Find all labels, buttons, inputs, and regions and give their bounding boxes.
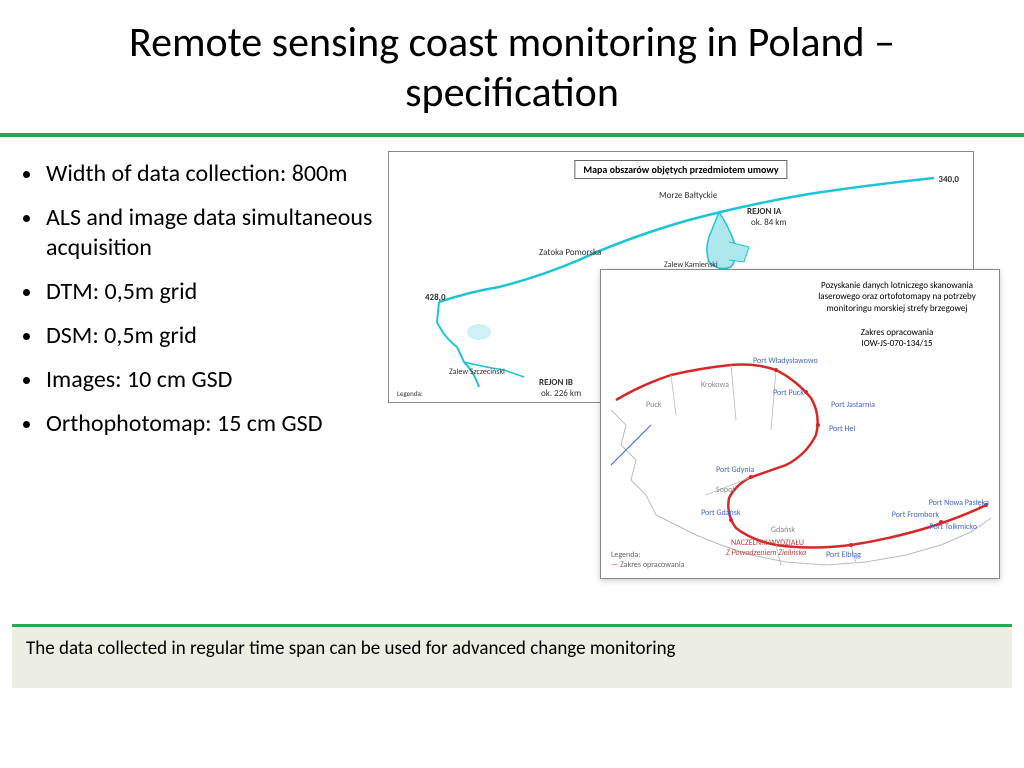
bullet-item: Width of data collection: 800m bbox=[44, 159, 382, 189]
bullet-item: DSM: 0,5m grid bbox=[44, 321, 382, 351]
content-area: Width of data collection: 800m ALS and i… bbox=[0, 137, 1024, 581]
map1-label-end: 340,0 bbox=[938, 174, 959, 185]
map2-port: Port Jastarnia bbox=[831, 400, 875, 410]
map1-label-sea: Morze Bałtyckie bbox=[659, 190, 717, 201]
map2-port: Port Gdańsk bbox=[701, 508, 741, 518]
map2-region: Gdańsk bbox=[771, 525, 795, 535]
map1-label-zalew-sz: Zalew Szczeciński bbox=[449, 367, 505, 377]
map2-port: Port Elbląg bbox=[826, 550, 861, 560]
map2-port: Port Nowa Pasłęka bbox=[929, 498, 989, 508]
map1-label-rejon-ib-sub: ok. 226 km bbox=[541, 388, 581, 399]
bullet-item: Orthophotomap: 15 cm GSD bbox=[44, 409, 382, 439]
map2-signature-name: Z Powodzeniem Zielińska bbox=[726, 548, 806, 558]
bullet-item: ALS and image data simultaneous acquisit… bbox=[44, 203, 382, 263]
map2-port: Port Władysławowo bbox=[753, 356, 818, 366]
spec-bullet-list: Width of data collection: 800m ALS and i… bbox=[12, 151, 382, 581]
map-panel: Mapa obszarów objętych przedmiotem umowy… bbox=[382, 151, 1012, 581]
map2-port: Port Puck bbox=[773, 388, 804, 398]
map2-port: Port Tolkmicko bbox=[929, 522, 977, 532]
map1-label-rejon-ib: REJON IB bbox=[539, 377, 573, 388]
map1-label-zatoka: Zatoka Pomorska bbox=[539, 247, 601, 258]
map1-label-rejon-ia: REJON IA bbox=[747, 206, 781, 217]
map1-legend: Legenda: bbox=[397, 389, 423, 398]
slide-title: Remote sensing coast monitoring in Polan… bbox=[0, 0, 1024, 133]
bullet-item: Images: 10 cm GSD bbox=[44, 365, 382, 395]
map2-port: Port Gdynia bbox=[716, 465, 754, 475]
map2-port: Port Hel bbox=[829, 424, 855, 434]
map1-label-rejon-ia-sub: ok. 84 km bbox=[751, 217, 787, 228]
map2-region: Krokowa bbox=[701, 380, 729, 390]
map2-region: Puck bbox=[646, 400, 661, 410]
bullet-item: DTM: 0,5m grid bbox=[44, 277, 382, 307]
map-detail: Pozyskanie danych lotniczego skanowania … bbox=[600, 269, 1000, 579]
map2-legend-title: Legenda: bbox=[611, 550, 640, 560]
footer-note: The data collected in regular time span … bbox=[12, 624, 1012, 688]
map2-port: Port Frombork bbox=[892, 510, 939, 520]
map2-legend-item: Zakres opracowania bbox=[620, 560, 685, 570]
map1-label-start: 428,0 bbox=[425, 292, 446, 303]
map2-region: Sopot bbox=[716, 485, 735, 495]
map2-svg bbox=[601, 270, 1001, 580]
map2-signature: NACZELNIK WYDZIAŁU bbox=[731, 538, 804, 548]
map2-legend: Legenda: — Zakres opracowania bbox=[611, 550, 685, 570]
